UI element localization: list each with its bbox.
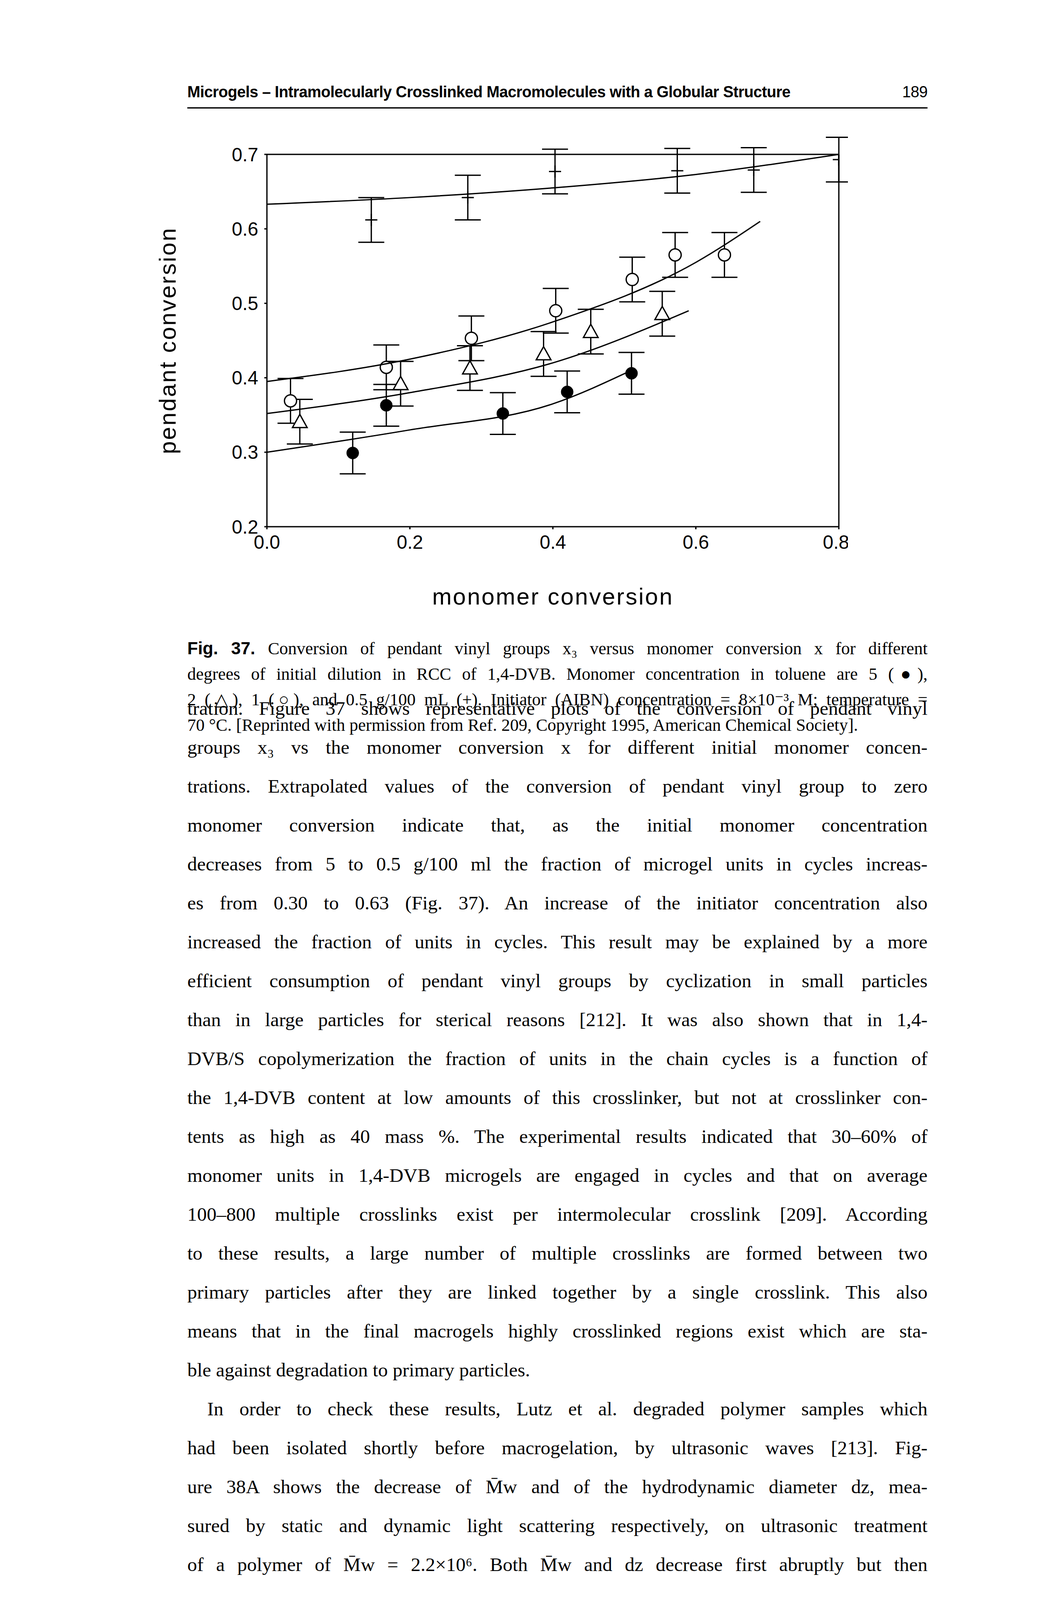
html-text:groups x₃ vs the monomer conve: groups x₃ vs the monomer conversion x fo… (187, 736, 928, 759)
html-text:ure 38A shows the decrease of: ure 38A shows the decrease of M̄w and of… (187, 1476, 928, 1499)
svg-text:0.6: 0.6 (231, 218, 259, 240)
html-text:decreases from 5 to 0.5 g/100: decreases from 5 to 0.5 g/100 ml the fra… (187, 853, 928, 876)
html-text:degrees of initial dilution in: degrees of initial dilution in RCC of 1,… (187, 664, 928, 684)
html-text:DVB/S copolymerization the fra: DVB/S copolymerization the fraction of u… (187, 1048, 928, 1070)
svg-text:0.3: 0.3 (231, 441, 259, 463)
svg-text:0.6: 0.6 (682, 531, 710, 553)
svg-text:0.0: 0.0 (253, 531, 281, 553)
html-text:2 (△), 1 (○), and 0.5 g/100 mL: 2 (△), 1 (○), and 0.5 g/100 mL (+). Init… (187, 690, 928, 710)
svg-text:0.5: 0.5 (231, 292, 259, 315)
html-text:monomer conversion indicate th: monomer conversion indicate that, as the… (187, 814, 928, 837)
html-text:increased the fraction of unit: increased the fraction of units in cycle… (187, 931, 928, 954)
html-text:es from 0.30 to 0.63 (Fig. 37): es from 0.30 to 0.63 (Fig. 37). An incre… (187, 892, 928, 915)
html-text:70 °C. [Reprinted with permiss: 70 °C. [Reprinted with permission from R… (187, 715, 858, 736)
html-text:than in large particles for st: than in large particles for sterical rea… (187, 1009, 928, 1031)
svg-text:0.4: 0.4 (231, 367, 259, 389)
svg-text:0.4: 0.4 (539, 531, 566, 553)
html-text:of a polymer of M̄w = 2.2×10⁶.: of a polymer of M̄w = 2.2×10⁶. Both M̄w … (187, 1554, 928, 1576)
html-text:efficient consumption of penda: efficient consumption of pendant vinyl g… (187, 970, 928, 992)
html-text:Microgels – Intramolecularly C: Microgels – Intramolecularly Crosslinked… (187, 83, 791, 101)
html-text:the 1,4-DVB content at low amo: the 1,4-DVB content at low amounts of th… (187, 1087, 928, 1109)
html-text:trations. Extrapolated values: trations. Extrapolated values of the con… (187, 775, 928, 798)
html-text:sured by static and dynamic li: sured by static and dynamic light scatte… (187, 1515, 928, 1538)
html-text:had been isolated shortly befo: had been isolated shortly before macroge… (187, 1437, 928, 1460)
html-text:tents as high as 40 mass %. Th: tents as high as 40 mass %. The experime… (187, 1126, 928, 1148)
html-text:In order to check these result: In order to check these results, Lutz et… (207, 1398, 928, 1421)
html-text:tration. Figure 37 shows repre: tration. Figure 37 shows representative … (187, 697, 928, 720)
svg-text:pendant conversion: pendant conversion (154, 227, 181, 455)
html-text:100–800 multiple crosslinks ex: 100–800 multiple crosslinks exist per in… (187, 1203, 928, 1226)
svg-text:0.7: 0.7 (231, 144, 259, 166)
html-text:means that in the final macrog: means that in the final macrogels highly… (187, 1320, 928, 1343)
html-text:Fig. 37.: Fig. 37. (187, 638, 256, 658)
html-text:monomer units in 1,4-DVB micro: monomer units in 1,4-DVB microgels are e… (187, 1165, 928, 1187)
svg-text:0.2: 0.2 (231, 516, 259, 538)
html-text:Conversion of pendant vinyl gr: Conversion of pendant vinyl groups x₃ ve… (267, 638, 928, 659)
svg-text:monomer conversion: monomer conversion (432, 583, 674, 610)
svg-text:0.8: 0.8 (822, 531, 848, 553)
html-text:189: 189 (902, 83, 928, 101)
html-text:ble against degradation to pri: ble against degradation to primary parti… (187, 1359, 531, 1382)
html-text:to these results, a large numb: to these results, a large number of mult… (187, 1242, 928, 1265)
svg-text:0.2: 0.2 (396, 531, 424, 553)
html-text:primary particles after they a: primary particles after they are linked … (187, 1281, 928, 1304)
